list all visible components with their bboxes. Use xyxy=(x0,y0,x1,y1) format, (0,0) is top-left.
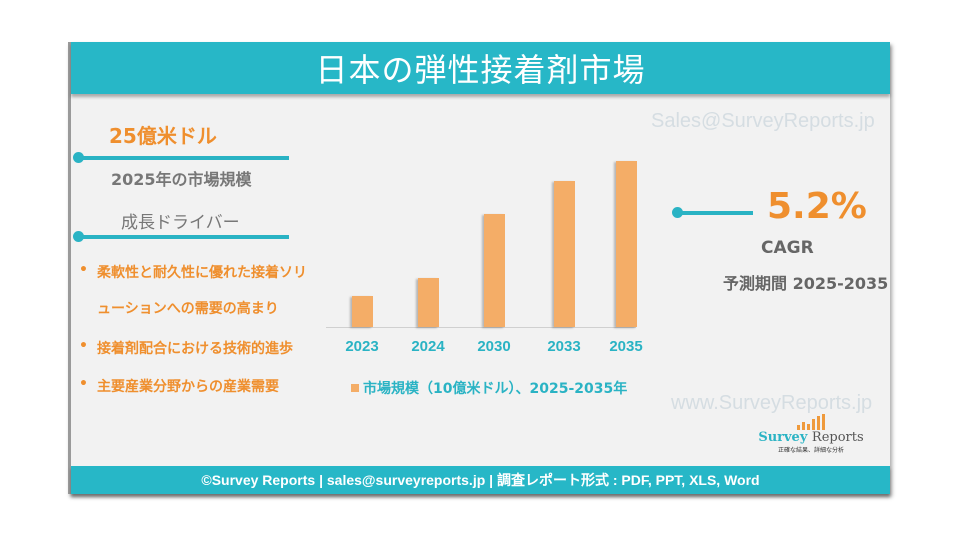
bar-chart-logo-icon xyxy=(751,414,871,430)
bar-2035 xyxy=(616,161,637,327)
cagr-value: 5.2% xyxy=(767,186,867,227)
divider-line xyxy=(77,235,289,239)
header-bar: 日本の弾性接着剤市場 xyxy=(71,42,890,94)
legend-swatch-icon xyxy=(351,384,359,392)
divider-line xyxy=(77,156,289,160)
bar-chart: 2023 2024 2030 2033 2035 xyxy=(326,152,646,355)
driver-item: • 接着剤配合における技術的進歩 xyxy=(79,338,293,358)
market-size-label: 2025年の市場規模 xyxy=(111,170,252,189)
logo-word-reports: Reports xyxy=(811,430,864,445)
bullet-icon: • xyxy=(79,262,88,278)
watermark-url: www.SurveyReports.jp xyxy=(671,392,873,414)
footer-bar: ©Survey Reports | sales@surveyreports.jp… xyxy=(71,466,890,494)
driver-text: ューションへの需要の高まり xyxy=(97,301,279,317)
bar-2033 xyxy=(554,181,575,327)
x-tick-label: 2023 xyxy=(345,338,379,355)
growth-drivers-title: 成長ドライバー xyxy=(121,213,240,233)
x-tick-label: 2033 xyxy=(547,338,581,355)
survey-reports-logo: Survey Reports 正確な結果、詳細な分析 xyxy=(751,414,871,454)
driver-text: 柔軟性と耐久性に優れた接着ソリ xyxy=(97,265,307,281)
x-tick-label: 2024 xyxy=(411,338,445,355)
driver-item-continued: ューションへの需要の高まり xyxy=(97,298,279,318)
drivers-list: • 柔軟性と耐久性に優れた接着ソリ ューションへの需要の高まり • 接着剤配合に… xyxy=(79,260,329,400)
bullet-icon: • xyxy=(79,376,88,392)
x-tick-label: 2030 xyxy=(477,338,511,355)
driver-item: • 柔軟性と耐久性に優れた接着ソリ xyxy=(79,262,307,282)
x-tick-label: 2035 xyxy=(609,338,643,355)
driver-item: • 主要産業分野からの産業需要 xyxy=(79,376,279,396)
bar-2023 xyxy=(352,296,373,327)
chart-baseline xyxy=(326,327,636,328)
logo-tagline: 正確な結果、詳細な分析 xyxy=(777,447,844,454)
page-title: 日本の弾性接着剤市場 xyxy=(315,51,646,89)
driver-text: 主要産業分野からの産業需要 xyxy=(97,379,279,395)
bar-2024 xyxy=(418,278,439,327)
forecast-period: 予測期間 2025-2035 xyxy=(723,274,889,293)
legend-label: 市場規模（10億米ドル）、2025-2035年 xyxy=(363,381,628,397)
bar-2030 xyxy=(484,214,505,327)
driver-text: 接着剤配合における技術的進歩 xyxy=(97,341,293,357)
cagr-label: CAGR xyxy=(761,238,814,258)
market-value: 25億米ドル xyxy=(109,124,217,148)
divider-line xyxy=(676,211,753,215)
chart-legend: 市場規模（10億米ドル）、2025-2035年 xyxy=(351,378,627,398)
logo-word-survey: Survey xyxy=(758,430,808,445)
footer-text: ©Survey Reports | sales@surveyreports.jp… xyxy=(201,472,760,488)
bullet-icon: • xyxy=(79,338,88,354)
watermark-email: Sales@SurveyReports.jp xyxy=(651,110,875,132)
infographic-card: 日本の弾性接着剤市場 25億米ドル 2025年の市場規模 成長ドライバー • 柔… xyxy=(68,42,890,494)
